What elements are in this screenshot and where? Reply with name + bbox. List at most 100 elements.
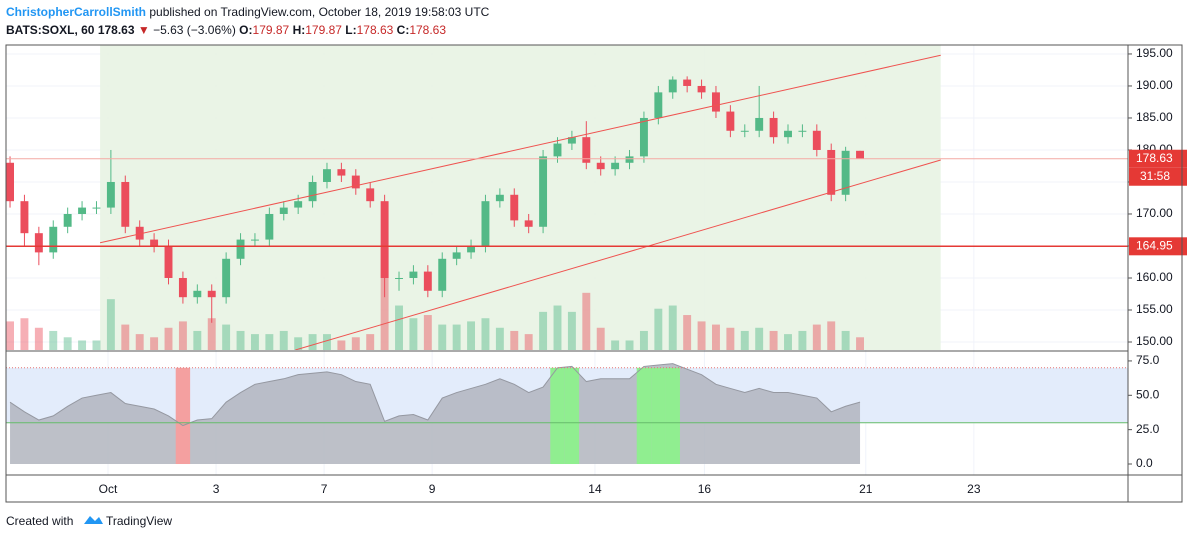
candle-body xyxy=(423,271,432,291)
candle-body xyxy=(121,181,130,227)
volume-bar xyxy=(452,324,461,350)
volume-bar xyxy=(740,330,749,350)
volume-bar xyxy=(784,334,792,350)
candle-body xyxy=(351,175,360,189)
candle-body xyxy=(755,117,764,131)
candle-body xyxy=(250,239,259,241)
candle-body xyxy=(596,162,605,170)
candle-body xyxy=(78,207,87,214)
candle-body xyxy=(63,213,72,227)
candle-body xyxy=(34,233,43,253)
volume-bar xyxy=(827,321,836,350)
volume-bar xyxy=(222,324,231,350)
candle-body xyxy=(294,201,303,208)
volume-bar xyxy=(193,330,202,350)
l-value: 178.63 xyxy=(357,23,394,37)
candle-body xyxy=(20,201,29,234)
x-tick-label: 16 xyxy=(698,482,712,496)
volume-bar xyxy=(265,334,274,350)
countdown-tag xyxy=(1129,167,1187,186)
price-tag-label: 178.63 xyxy=(1136,151,1173,165)
volume-bar xyxy=(495,327,504,350)
volume-bar xyxy=(236,330,245,350)
candle-body xyxy=(654,92,663,118)
price-tag xyxy=(1129,237,1187,256)
volume-bar xyxy=(481,318,490,350)
volume-bar xyxy=(596,327,605,350)
volume-bar xyxy=(294,337,303,350)
candle-body xyxy=(784,130,792,138)
volume-bar xyxy=(63,337,72,350)
price-tag xyxy=(1129,149,1187,168)
y-tick-label: 75.0 xyxy=(1136,353,1160,367)
candle-body xyxy=(812,130,821,150)
price: 178.63 xyxy=(98,23,135,37)
candle-body xyxy=(495,194,504,202)
volume-bar xyxy=(683,315,692,350)
candle-body xyxy=(409,271,418,278)
signal-bar xyxy=(665,367,680,465)
volume-bar xyxy=(755,327,764,350)
y-tick-label: 155.00 xyxy=(1136,302,1173,316)
author[interactable]: ChristopherCarrollSmith xyxy=(6,5,146,19)
volume-bar xyxy=(567,311,576,350)
signal-bar xyxy=(564,367,580,465)
volume-bar xyxy=(6,321,14,350)
symbol: BATS:SOXL, 60 xyxy=(6,23,95,37)
candle-body xyxy=(740,130,749,132)
candle-body xyxy=(150,239,159,246)
volume-bar xyxy=(337,340,346,350)
candle-body xyxy=(539,156,548,227)
y-tick-label: 150.00 xyxy=(1136,334,1173,348)
candle-body xyxy=(639,117,648,157)
candle-body xyxy=(265,213,274,240)
volume-bar xyxy=(798,330,807,350)
candle-body xyxy=(366,188,375,202)
volume-bar xyxy=(639,330,648,350)
footer-created: Created with xyxy=(6,514,73,528)
volume-bar xyxy=(92,340,101,350)
volume-bar xyxy=(625,340,634,350)
candle-body xyxy=(323,169,331,182)
volume-bar xyxy=(539,311,548,350)
candle-body xyxy=(697,85,706,93)
x-tick-label: 7 xyxy=(321,482,328,496)
main-pane xyxy=(6,45,941,350)
y-tick-label: 25.0 xyxy=(1136,422,1160,436)
footer-brand[interactable]: TradingView xyxy=(106,514,172,528)
x-tick-label: 3 xyxy=(213,482,220,496)
volume-bar xyxy=(812,324,821,350)
candle-body xyxy=(668,79,677,93)
candle-body xyxy=(567,137,576,144)
volume-bar xyxy=(366,334,375,350)
y-tick-label: 160.00 xyxy=(1136,270,1173,284)
candle-body xyxy=(726,111,735,131)
x-tick-label: 9 xyxy=(429,482,436,496)
volume-bar xyxy=(351,337,360,350)
y-tick-label: 190.00 xyxy=(1136,78,1173,92)
candle-body xyxy=(222,258,231,298)
candle-body xyxy=(337,169,346,176)
volume-bar xyxy=(178,321,187,350)
volume-bar xyxy=(395,305,403,350)
o-label: O: xyxy=(239,23,252,37)
volume-bar xyxy=(409,318,418,350)
candle-body xyxy=(106,181,115,208)
volume-bar xyxy=(841,330,850,350)
candle-body xyxy=(712,92,720,112)
volume-bar xyxy=(510,330,519,350)
x-tick-label: Oct xyxy=(99,482,118,496)
candle-body xyxy=(481,201,490,246)
volume-bar xyxy=(250,334,259,350)
candle-body xyxy=(207,290,216,298)
volume-bar xyxy=(467,321,476,350)
candle-body xyxy=(49,226,58,253)
candle-body xyxy=(611,162,620,170)
candle-body xyxy=(193,290,202,298)
trendline xyxy=(295,159,941,350)
volume-bar xyxy=(323,334,331,350)
candle-body xyxy=(438,258,447,291)
c-value: 178.63 xyxy=(409,23,446,37)
candle-body xyxy=(92,207,101,209)
y-tick-label: 50.0 xyxy=(1136,387,1160,401)
